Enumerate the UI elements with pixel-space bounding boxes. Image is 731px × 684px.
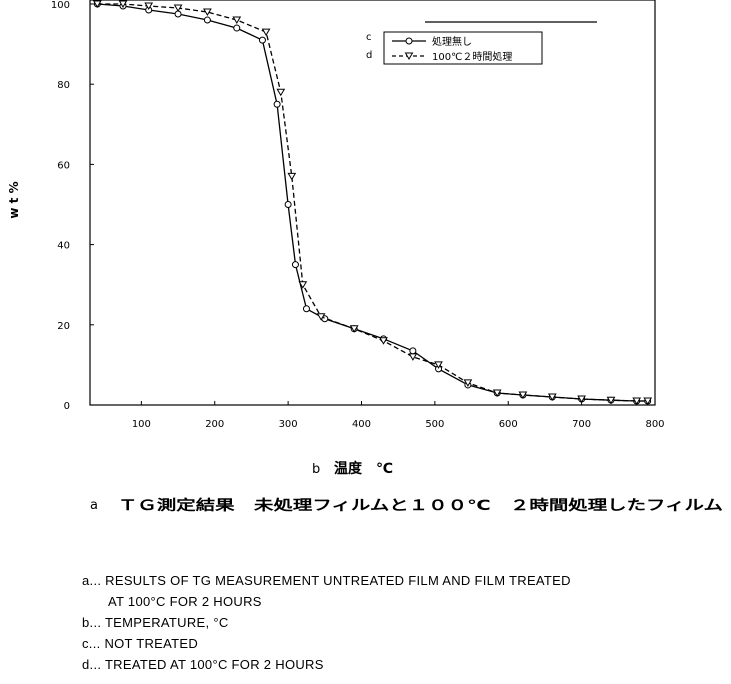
note-a: a... RESULTS OF TG MEASUREMENT UNTREATED… xyxy=(82,570,571,591)
y-tick-label: 80 xyxy=(57,80,70,91)
data-point-c xyxy=(285,202,291,208)
legend-label-c: 処理無し xyxy=(432,35,472,48)
data-point-c xyxy=(410,348,416,354)
x-tick-label: 100 xyxy=(132,419,151,430)
chart-title: ＴＧ測定結果 未処理フィルムと１００℃ ２時間処理したフィルム xyxy=(118,497,723,514)
x-tick-label: 300 xyxy=(279,419,298,430)
y-tick-label: 20 xyxy=(57,321,70,332)
x-tick-label: 600 xyxy=(499,419,518,430)
x-axis-label-prefix: b xyxy=(312,462,320,477)
y-axis-label: w t % xyxy=(7,181,21,218)
legend: c d 処理無し 100℃２時間処理 xyxy=(366,22,597,64)
y-tick-label: 60 xyxy=(57,160,70,171)
data-point-d xyxy=(277,89,284,95)
legend-label-d: 100℃２時間処理 xyxy=(432,50,512,63)
data-point-c xyxy=(234,25,240,31)
data-point-c xyxy=(175,11,181,17)
data-point-c xyxy=(259,37,265,43)
legend-key-c: c xyxy=(366,32,372,43)
y-tick-label: 0 xyxy=(64,401,70,412)
plot-frame xyxy=(90,0,655,405)
x-axis-label: 温度 ℃ xyxy=(334,460,393,477)
x-tick-label: 200 xyxy=(205,419,224,430)
note-d: d... TREATED AT 100°C FOR 2 HOURS xyxy=(82,654,571,675)
y-tick-label: 40 xyxy=(57,241,70,252)
y-axis: 0 20 40 60 80 100 xyxy=(51,0,94,412)
data-point-d xyxy=(288,173,295,179)
x-tick-label: 800 xyxy=(645,419,664,430)
note-a-continued: AT 100°C FOR 2 HOURS xyxy=(82,591,571,612)
note-b: b... TEMPERATURE, °C xyxy=(82,612,571,633)
data-point-c xyxy=(274,101,280,107)
series-line-d xyxy=(97,4,647,401)
data-point-c xyxy=(303,306,309,312)
x-tick-label: 400 xyxy=(352,419,371,430)
data-point-c xyxy=(204,17,210,23)
legend-marker-c xyxy=(406,38,412,44)
data-point-d xyxy=(409,354,416,360)
x-tick-label: 500 xyxy=(425,419,444,430)
note-c: c... NOT TREATED xyxy=(82,633,571,654)
series-layer xyxy=(94,1,651,404)
y-tick-label: 100 xyxy=(51,0,70,11)
legend-key-d: d xyxy=(366,50,372,61)
chart-title-prefix: a xyxy=(90,498,98,513)
series-line-c xyxy=(97,4,647,401)
data-point-d xyxy=(263,29,270,35)
x-tick-label: 700 xyxy=(572,419,591,430)
notes: a... RESULTS OF TG MEASUREMENT UNTREATED… xyxy=(82,570,571,675)
data-point-c xyxy=(292,262,298,268)
tg-chart: 0 20 40 60 80 100 100 200 300 400 500 600 700 800 c … xyxy=(0,0,731,560)
